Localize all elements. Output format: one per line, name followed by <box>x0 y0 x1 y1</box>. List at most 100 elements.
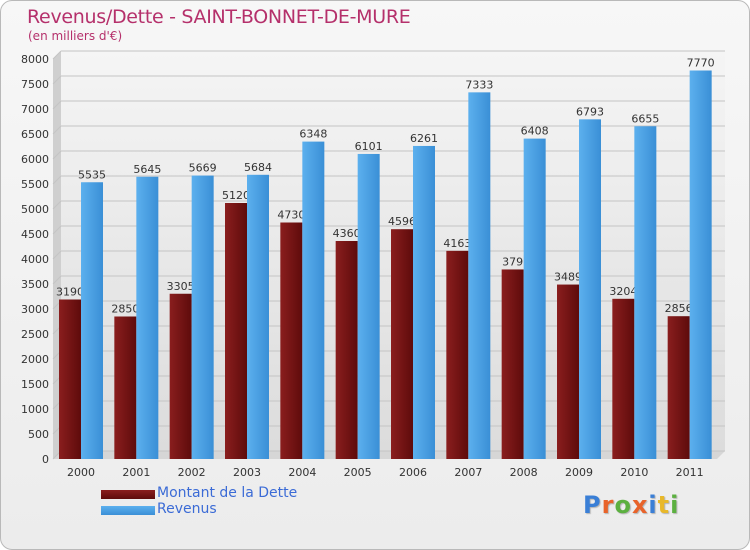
data-label-revenus: 6655 <box>631 112 659 125</box>
data-label-dette: 2850 <box>111 303 139 316</box>
bar-dette <box>169 293 192 459</box>
data-label-revenus: 5535 <box>78 168 106 181</box>
gridline-depth <box>52 175 62 185</box>
proxiti-logo: Proxiti <box>583 491 679 519</box>
x-tick-label: 2006 <box>399 466 427 479</box>
data-label-revenus: 6348 <box>299 128 327 141</box>
data-label-revenus: 5684 <box>244 161 272 174</box>
gridline-depth <box>52 125 62 135</box>
bar-revenus <box>523 138 546 459</box>
y-tick-label: 3000 <box>21 303 49 316</box>
y-tick-label: 5000 <box>21 203 49 216</box>
y-tick-label: 6000 <box>21 153 49 166</box>
y-tick-label: 3500 <box>21 278 49 291</box>
y-tick-label: 6500 <box>21 128 49 141</box>
data-label-revenus: 5669 <box>189 162 217 175</box>
data-label-dette: 3489 <box>554 271 582 284</box>
bar-revenus <box>689 70 712 459</box>
data-label-revenus: 6261 <box>410 132 438 145</box>
logo-letter: o <box>614 491 632 519</box>
bar-dette <box>446 250 469 459</box>
bar-revenus <box>302 141 325 459</box>
y-tick-label: 1500 <box>21 378 49 391</box>
bar-revenus <box>579 119 601 459</box>
logo-letter: i <box>670 491 680 519</box>
data-label-dette: 4360 <box>333 227 361 240</box>
bar-dette <box>59 299 81 459</box>
gridline-depth <box>52 275 62 285</box>
y-tick-label: 500 <box>28 428 49 441</box>
logo-letter: r <box>601 491 615 519</box>
chart-title: Revenus/Dette - SAINT-BONNET-DE-MURE <box>27 6 411 28</box>
bar-dette <box>391 229 413 459</box>
bar-dette <box>280 222 303 459</box>
logo-letter: x <box>631 491 649 519</box>
bar-revenus <box>413 145 435 459</box>
bar-revenus <box>634 126 657 459</box>
data-label-dette: 5120 <box>222 189 250 202</box>
bar-dette <box>667 316 690 459</box>
y-tick-label: 0 <box>42 453 49 466</box>
data-label-revenus: 6101 <box>355 140 383 153</box>
gridline-depth <box>52 150 62 160</box>
data-label-revenus: 5645 <box>133 163 161 176</box>
logo-letter: t <box>657 491 671 519</box>
x-tick-label: 2001 <box>122 466 150 479</box>
bar-revenus <box>81 182 103 459</box>
x-tick-label: 2002 <box>178 466 206 479</box>
data-label-dette: 2856 <box>665 302 693 315</box>
bar-revenus <box>191 175 214 460</box>
x-tick-label: 2005 <box>344 466 372 479</box>
data-label-revenus: 7770 <box>687 57 715 70</box>
data-label-revenus: 6408 <box>521 125 549 138</box>
bar-dette <box>557 284 579 459</box>
bar-revenus <box>357 153 380 459</box>
y-tick-label: 1000 <box>21 403 49 416</box>
gridline-depth <box>52 50 62 60</box>
bar-revenus <box>136 176 159 459</box>
y-tick-label: 5500 <box>21 178 49 191</box>
bar-dette <box>612 298 635 459</box>
legend-label-dette: Montant de la Dette <box>157 485 298 501</box>
bar-dette <box>335 241 358 459</box>
data-label-dette: 3204 <box>609 285 637 298</box>
y-tick-label: 7500 <box>21 78 49 91</box>
bar-dette <box>225 203 247 459</box>
chart-subtitle: (en milliers d'€) <box>28 29 123 43</box>
logo-letter: i <box>648 491 658 519</box>
x-tick-label: 2003 <box>233 466 261 479</box>
logo-letter: P <box>583 491 602 519</box>
bar-dette <box>501 269 524 459</box>
legend-label-revenus: Revenus <box>157 501 217 517</box>
data-label-dette: 4730 <box>277 209 305 222</box>
x-tick-label: 2008 <box>510 466 538 479</box>
gridline-depth <box>52 100 62 110</box>
x-tick-label: 2009 <box>565 466 593 479</box>
data-label-revenus: 7333 <box>465 78 493 91</box>
y-tick-label: 4000 <box>21 253 49 266</box>
y-tick-label: 2000 <box>21 353 49 366</box>
y-tick-label: 7000 <box>21 103 49 116</box>
x-tick-label: 2007 <box>454 466 482 479</box>
gridline-depth <box>52 250 62 260</box>
gridline-depth <box>52 225 62 235</box>
data-label-dette: 3190 <box>56 286 84 299</box>
bar-revenus <box>247 174 269 460</box>
data-label-dette: 3305 <box>167 280 195 293</box>
legend-swatch-dette <box>101 490 155 499</box>
y-tick-label: 4500 <box>21 228 49 241</box>
y-tick-label: 8000 <box>21 53 49 66</box>
x-tick-label: 2011 <box>676 466 704 479</box>
data-label-dette: 4596 <box>388 215 416 228</box>
gridline-depth <box>52 75 62 85</box>
gridline-depth <box>52 200 62 210</box>
data-label-dette: 4163 <box>443 237 471 250</box>
x-tick-label: 2004 <box>288 466 316 479</box>
x-tick-label: 2000 <box>67 466 95 479</box>
y-tick-label: 2500 <box>21 328 49 341</box>
data-label-dette: 379 <box>502 255 523 268</box>
x-tick-label: 2010 <box>620 466 648 479</box>
data-label-revenus: 6793 <box>576 105 604 118</box>
